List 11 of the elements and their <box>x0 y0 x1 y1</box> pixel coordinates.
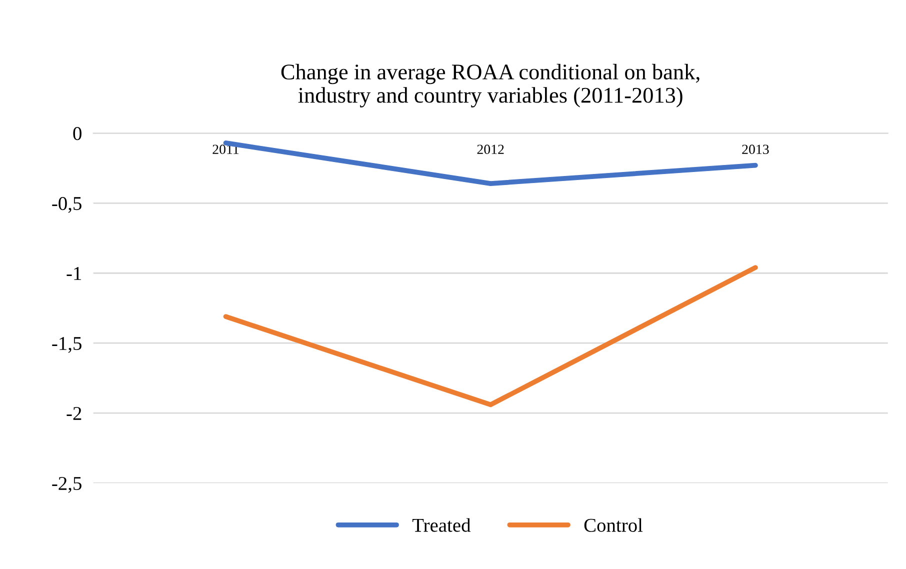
legend-label: Treated <box>412 518 471 532</box>
y-tick-label: -1 <box>66 267 82 280</box>
chart-title: Change in average ROAA conditional on bank, industry and country variables (2011-2013) <box>281 64 700 108</box>
y-tick-label: -1,5 <box>52 337 82 353</box>
y-tick-label: 0 <box>73 126 82 140</box>
legend-label: Control <box>584 518 643 532</box>
x-tick-label: 2012 <box>477 144 504 154</box>
y-tick-label: -0,5 <box>52 196 82 213</box>
y-tick-label: -2 <box>66 406 82 420</box>
x-tick-label: 2013 <box>742 144 769 154</box>
y-tick-label: -2,5 <box>52 476 82 493</box>
